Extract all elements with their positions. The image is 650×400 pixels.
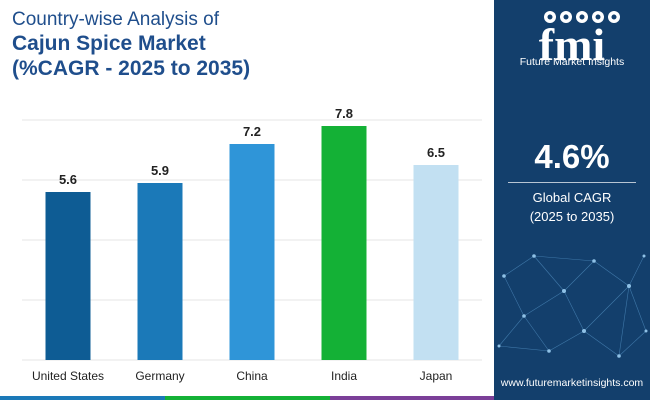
bar-united-states <box>45 192 91 360</box>
brand-name: Future Market Insights <box>519 56 625 68</box>
value-label: 6.5 <box>427 145 445 160</box>
side-panel: fmi Future Market Insights 4.6% Global C… <box>494 0 650 400</box>
bar-china <box>229 144 275 360</box>
network-graphic <box>497 254 648 358</box>
value-label: 7.8 <box>335 106 353 121</box>
logo-letters: fmi <box>539 19 606 70</box>
bottom-bar-segment-3 <box>330 396 494 400</box>
bottom-bar-segment-1 <box>0 396 165 400</box>
global-cagr-label: Global CAGR (2025 to 2035) <box>494 188 650 226</box>
bars <box>45 126 459 360</box>
bar-chart: 5.6 5.9 7.2 7.8 6.5 United States Germany Chin… <box>22 106 482 383</box>
global-cagr-value: 4.6% <box>534 138 610 175</box>
global-cagr-label-line-1: Global CAGR <box>532 190 612 205</box>
category-tick-label: Germany <box>135 369 184 383</box>
bottom-color-bar <box>0 396 494 400</box>
website-url: www.futuremarketinsights.com <box>500 377 644 389</box>
category-tick-label: China <box>236 369 268 383</box>
bar-germany <box>137 183 183 360</box>
category-tick-label: Japan <box>420 369 453 383</box>
fmi-logo: fmi <box>539 11 620 70</box>
bar-japan <box>413 165 459 360</box>
bottom-bar-segment-2 <box>165 396 330 400</box>
category-tick-labels: United States Germany China India Japan <box>32 369 452 383</box>
value-label: 5.9 <box>151 163 169 178</box>
chart-title-line-2: Cajun Spice Market <box>12 32 206 55</box>
chart-title: Country-wise Analysis of Cajun Spice Mar… <box>12 8 482 81</box>
cagr-divider <box>508 182 636 183</box>
category-tick-label: India <box>331 369 357 383</box>
value-label: 7.2 <box>243 124 261 139</box>
bar-india <box>321 126 367 360</box>
chart-title-line-3: (%CAGR - 2025 to 2035) <box>12 57 251 80</box>
value-label: 5.6 <box>59 172 77 187</box>
value-labels: 5.6 5.9 7.2 7.8 6.5 <box>59 106 445 187</box>
chart-title-line-1: Country-wise Analysis of <box>12 9 219 30</box>
global-cagr-label-line-2: (2025 to 2035) <box>529 209 615 224</box>
category-tick-label: United States <box>32 369 104 383</box>
